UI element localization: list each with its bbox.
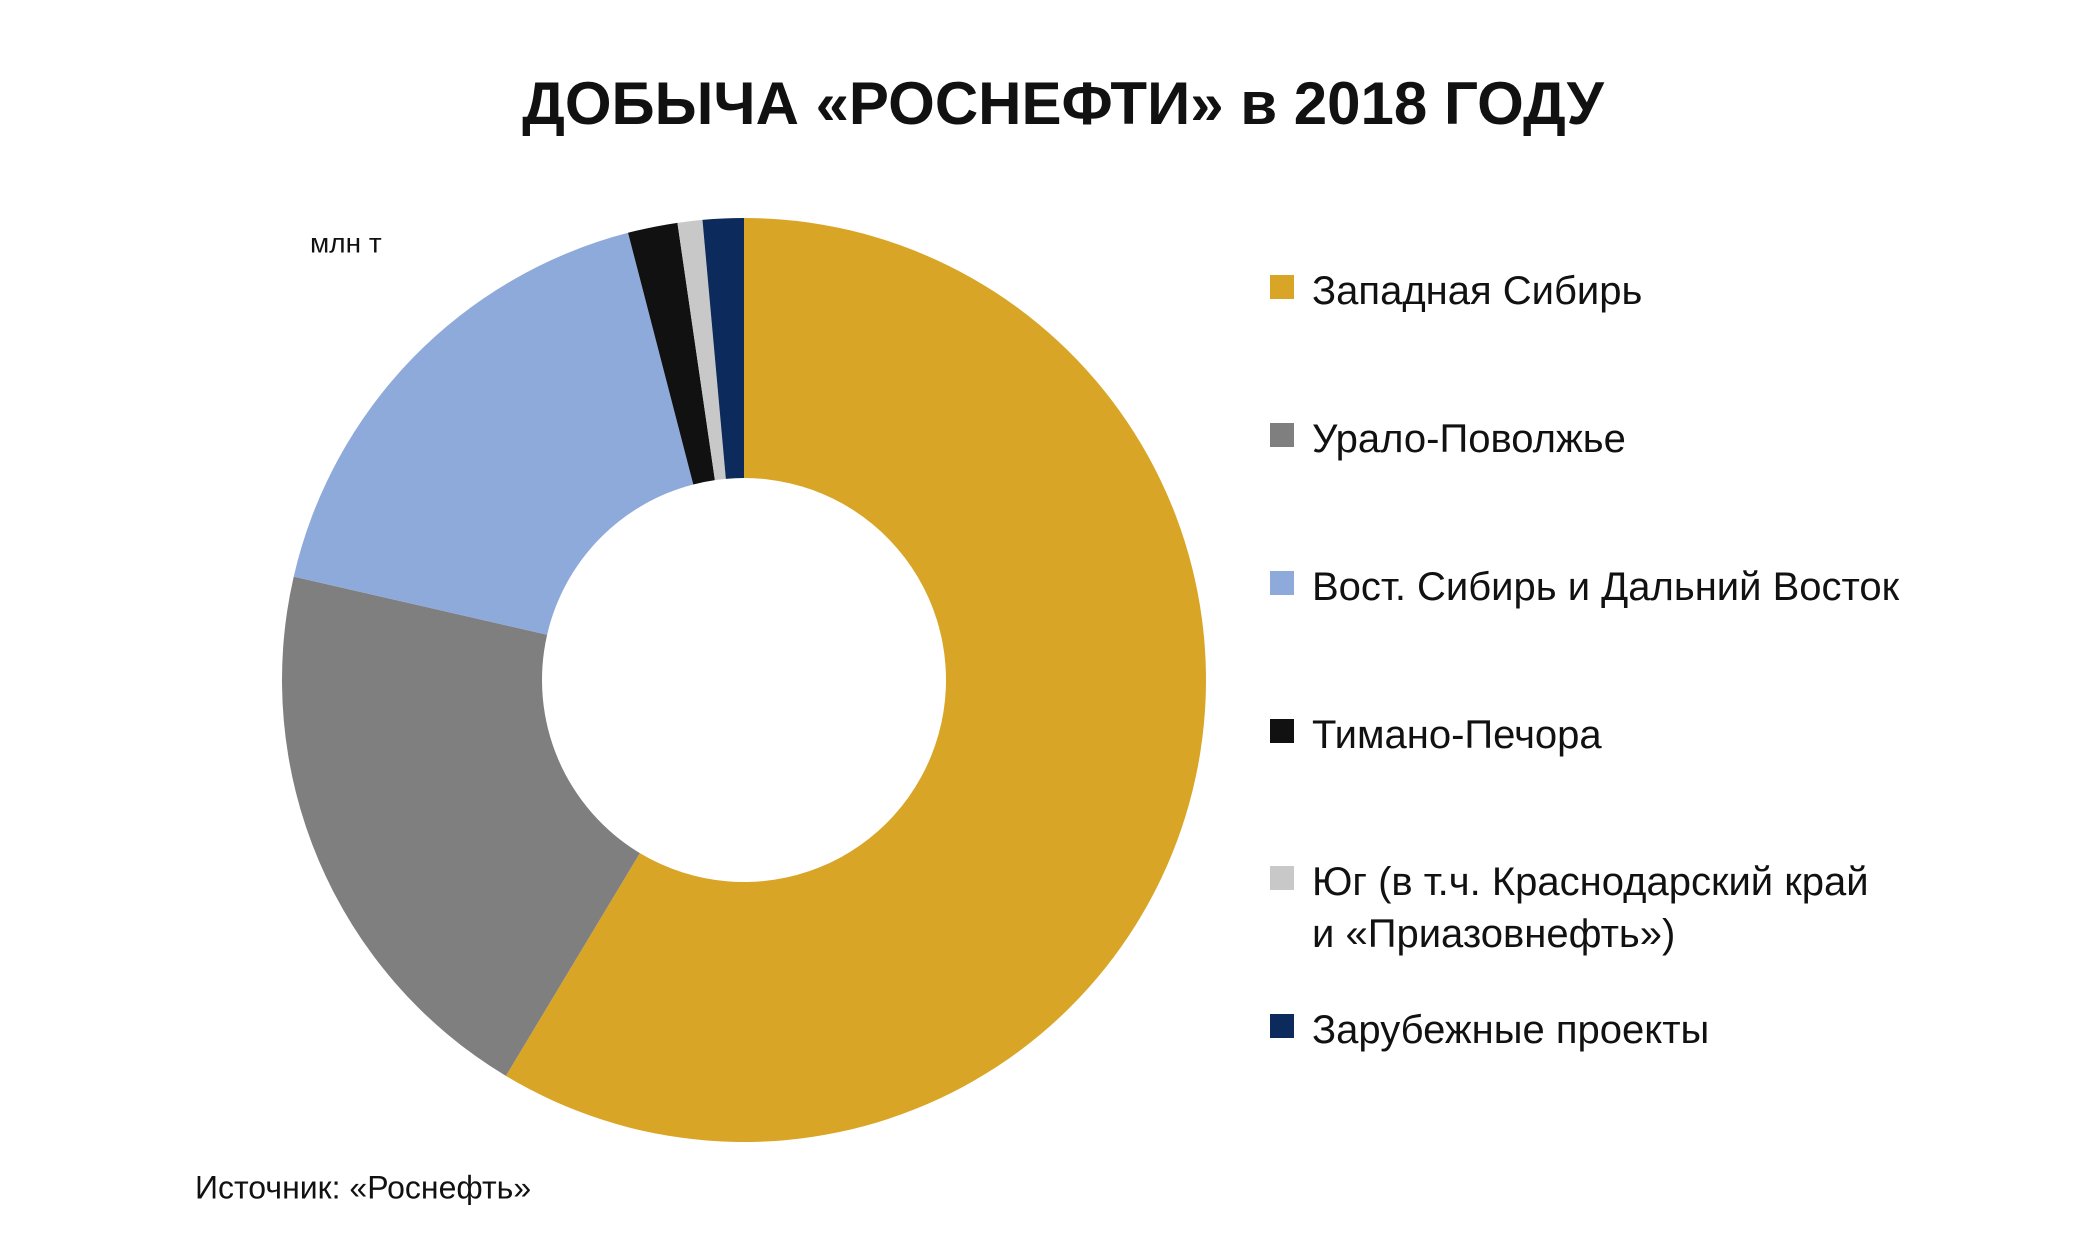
legend-swatch	[1270, 719, 1294, 743]
legend-item: Вост. Сибирь и Дальний Восток	[1270, 561, 2070, 613]
chart-title: ДОБЫЧА «РОСНЕФТИ» в 2018 ГОДУ	[522, 70, 1604, 137]
legend-swatch	[1270, 1014, 1294, 1038]
unit-label: млн т	[310, 227, 382, 258]
donut-segment	[628, 222, 715, 485]
legend-swatch	[1270, 423, 1294, 447]
legend-label: Западная Сибирь	[1312, 269, 1643, 313]
legend-label: Зарубежные проекты	[1312, 1008, 1710, 1052]
legend-item: Зарубежные проекты	[1270, 1004, 2070, 1056]
legend-item: Тимано-Печора	[1270, 709, 2070, 761]
legend-item: Юг (в т.ч. Краснодарский край и «Приазов…	[1270, 856, 2070, 960]
legend-item: Урало-Поволжье	[1270, 413, 2070, 465]
legend-item: Западная Сибирь	[1270, 265, 2070, 317]
donut-segment	[677, 219, 726, 481]
donut-segment	[505, 218, 1206, 1142]
donut-segment	[702, 218, 744, 479]
legend-swatch	[1270, 571, 1294, 595]
legend-label: Юг (в т.ч. Краснодарский край и «Приазов…	[1312, 860, 1869, 956]
donut-segment	[282, 576, 640, 1076]
legend-swatch	[1270, 866, 1294, 890]
donut	[282, 218, 1206, 1142]
legend-swatch	[1270, 275, 1294, 299]
legend-label: Вост. Сибирь и Дальний Восток	[1312, 565, 1900, 609]
legend-label: Урало-Поволжье	[1312, 417, 1626, 461]
donut-segment	[293, 232, 694, 635]
legend-label: Тимано-Печора	[1312, 713, 1602, 757]
source: Источник: «Роснефть»	[195, 1169, 531, 1205]
